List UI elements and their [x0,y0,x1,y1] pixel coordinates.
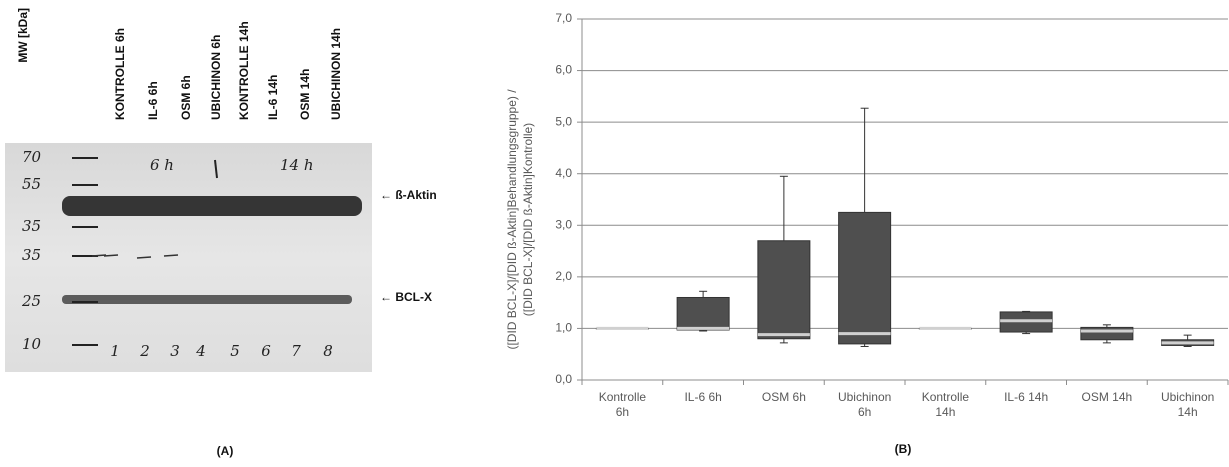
x-tick-label: Ubichinon 6h [837,390,892,419]
blot [5,143,372,372]
lane-label: KONTROLLE 6h [113,28,127,120]
lane-label: UBICHINON 6h [209,35,223,120]
x-tick-label: OSM 6h [761,390,806,404]
x-tick-label-box: IL-6 14h [1004,390,1049,404]
x-tick-label-box: IL-6 6h [684,390,722,404]
marker-label: 70 [22,148,42,166]
box [757,240,811,340]
hand-mark [214,159,218,179]
x-tick-label: OSM 14h [1081,390,1133,404]
x-tick-label-box: Ubichinon 14h [1160,390,1215,419]
marker-label: 35 [22,217,41,235]
band-label: ← ß-Aktin [380,188,437,202]
x-tick-label: Kontrolle 6h [598,390,647,419]
lane-number: 5 [230,342,240,360]
bclx-band [62,295,352,304]
marker-label: 55 [22,175,41,193]
y-tick-label: 7,0 [555,11,572,25]
x-tick-label-box: Kontrolle 14h [921,390,970,419]
caption: (A) [217,444,234,458]
y-tick-label: 6,0 [555,63,572,77]
hand-mark [163,254,179,257]
y-tick-label: 1,0 [555,321,572,335]
box [838,211,892,345]
lane-label: UBICHINON 14h [329,28,343,120]
lane-label: IL-6 14h [266,75,280,120]
timepoint-label: 6 h [150,156,174,174]
box [676,296,730,331]
x-tick-label: Ubichinon 14h [1160,390,1215,419]
x-tick-label-box: OSM 6h [761,390,806,404]
y-tick-label: 5,0 [555,114,572,128]
hand-mark [136,256,152,259]
hand-mark [91,254,107,257]
band-label: ← BCL-X [380,290,432,304]
caption: (B) [895,442,912,456]
hand-mark [103,254,119,257]
lane-number: 6 [261,342,271,360]
y-tick-label: 0,0 [555,372,572,386]
lane-label: IL-6 6h [146,81,160,120]
lane-number: 4 [195,342,206,360]
marker-label: 35 [22,246,41,264]
timepoint-label: 14 h [280,156,314,174]
x-tick-label: IL-6 6h [684,390,722,404]
x-tick-label-box: Kontrolle 6h [598,390,647,419]
lane-number: 2 [139,342,150,360]
aktin-band [62,196,362,216]
mw-label: MW [kDa] [16,8,30,63]
lane-number: 3 [170,342,180,360]
lane-number: 1 [110,342,120,360]
lane-label: OSM 6h [179,75,193,120]
y-tick-label: 4,0 [555,166,572,180]
y-tick-label: 3,0 [555,217,572,231]
lane-number: 7 [291,342,301,360]
y-axis-title: ([DID BCL-X]/[DID ß-Aktin]Kontrolle) [521,123,535,316]
y-axis-title: ([DID BCL-X]/[DID ß-Aktin]Behandlungsgru… [505,89,519,350]
box [1080,326,1134,341]
lane-number: 8 [323,342,333,360]
x-tick-label: Kontrolle 14h [921,390,970,419]
marker-label: 25 [21,292,41,310]
marker-label: 10 [22,335,42,353]
lane-label: OSM 14h [298,69,312,120]
x-tick-label: IL-6 14h [1004,390,1049,404]
y-tick-label: 2,0 [555,269,572,283]
x-tick-label-box: OSM 14h [1081,390,1133,404]
x-tick-label-box: Ubichinon 6h [837,390,892,419]
lane-label: KONTROLLE 14h [237,21,251,120]
